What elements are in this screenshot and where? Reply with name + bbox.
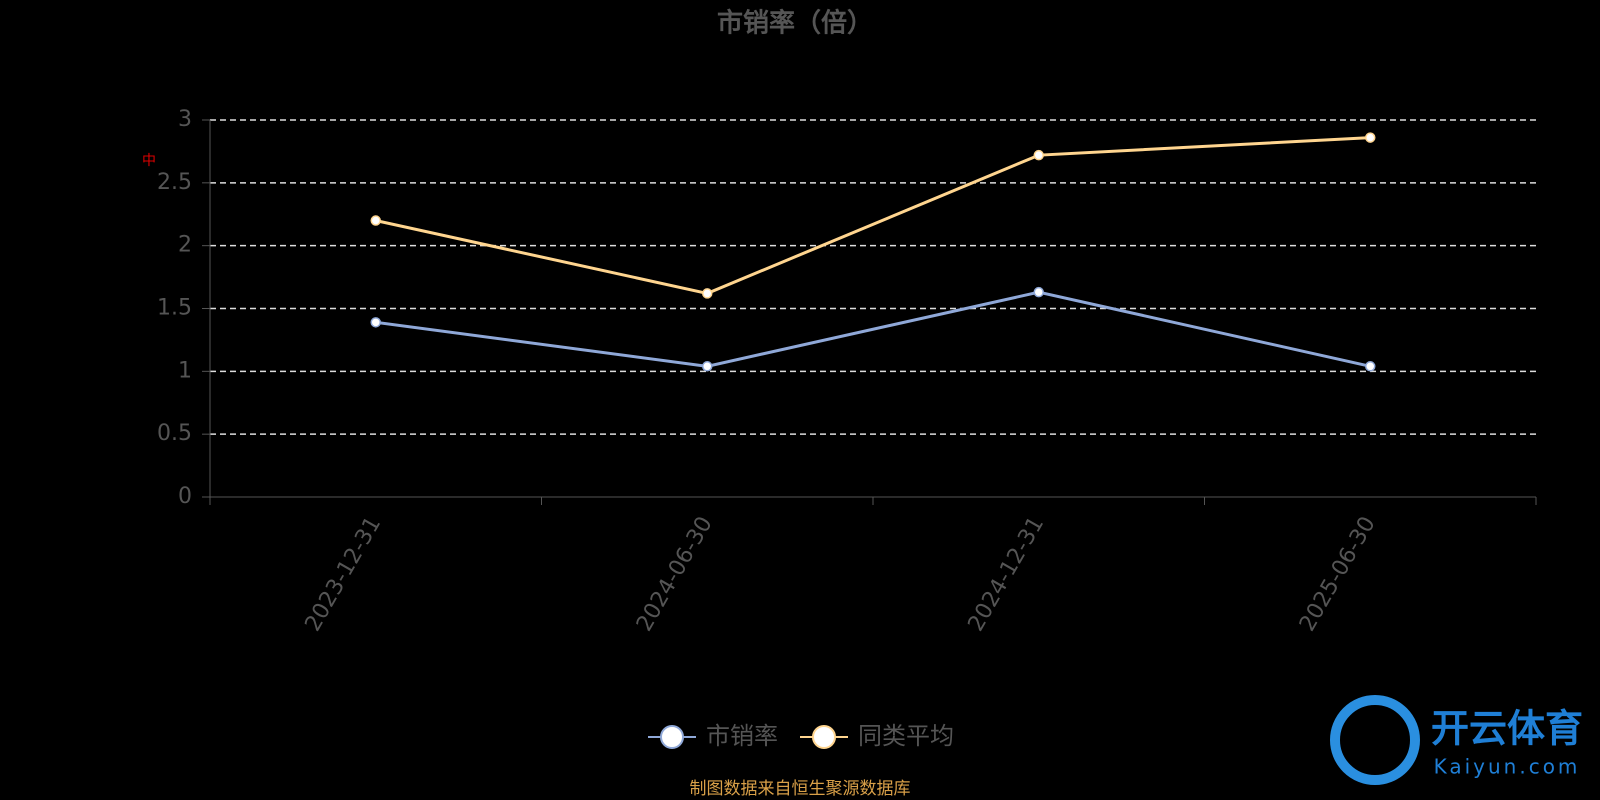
y-tick-label: 0.5 bbox=[157, 421, 192, 446]
legend-item: 同类平均 bbox=[800, 722, 954, 750]
y-tick-label: 0 bbox=[178, 484, 192, 509]
point bbox=[1033, 149, 1044, 161]
y-tick-label: 1 bbox=[178, 358, 192, 383]
logo bbox=[1330, 695, 1420, 785]
y-tick-label: 3 bbox=[178, 107, 192, 132]
watermark-subtitle: Kaiyun.com bbox=[1434, 755, 1581, 779]
point bbox=[370, 215, 381, 226]
series-line bbox=[375, 136, 1371, 295]
y-tick-label: 1.5 bbox=[157, 296, 192, 321]
legend-marker bbox=[660, 725, 684, 749]
point bbox=[1033, 286, 1044, 298]
source-note: 制图数据来自恒生聚源数据库 bbox=[690, 779, 911, 799]
legend-label: 市销率 bbox=[706, 722, 778, 750]
legend-marker bbox=[812, 725, 836, 749]
watermark: 开云体育 Kaiyun.com bbox=[1330, 695, 1583, 785]
watermark-title: 开云体育 bbox=[1431, 707, 1583, 751]
legend-item: 市销率 bbox=[648, 722, 778, 750]
annotation: 中 bbox=[142, 153, 156, 169]
legend-label: 同类平均 bbox=[858, 722, 954, 750]
series-line bbox=[375, 290, 1371, 368]
point bbox=[1365, 361, 1376, 372]
y-tick-label: 2.5 bbox=[157, 170, 192, 195]
y-tick-label: 2 bbox=[178, 233, 192, 258]
point bbox=[702, 361, 713, 372]
point bbox=[702, 288, 713, 299]
chart-title: 市销率（倍） bbox=[717, 8, 873, 39]
point bbox=[1365, 132, 1376, 143]
point bbox=[370, 317, 381, 328]
